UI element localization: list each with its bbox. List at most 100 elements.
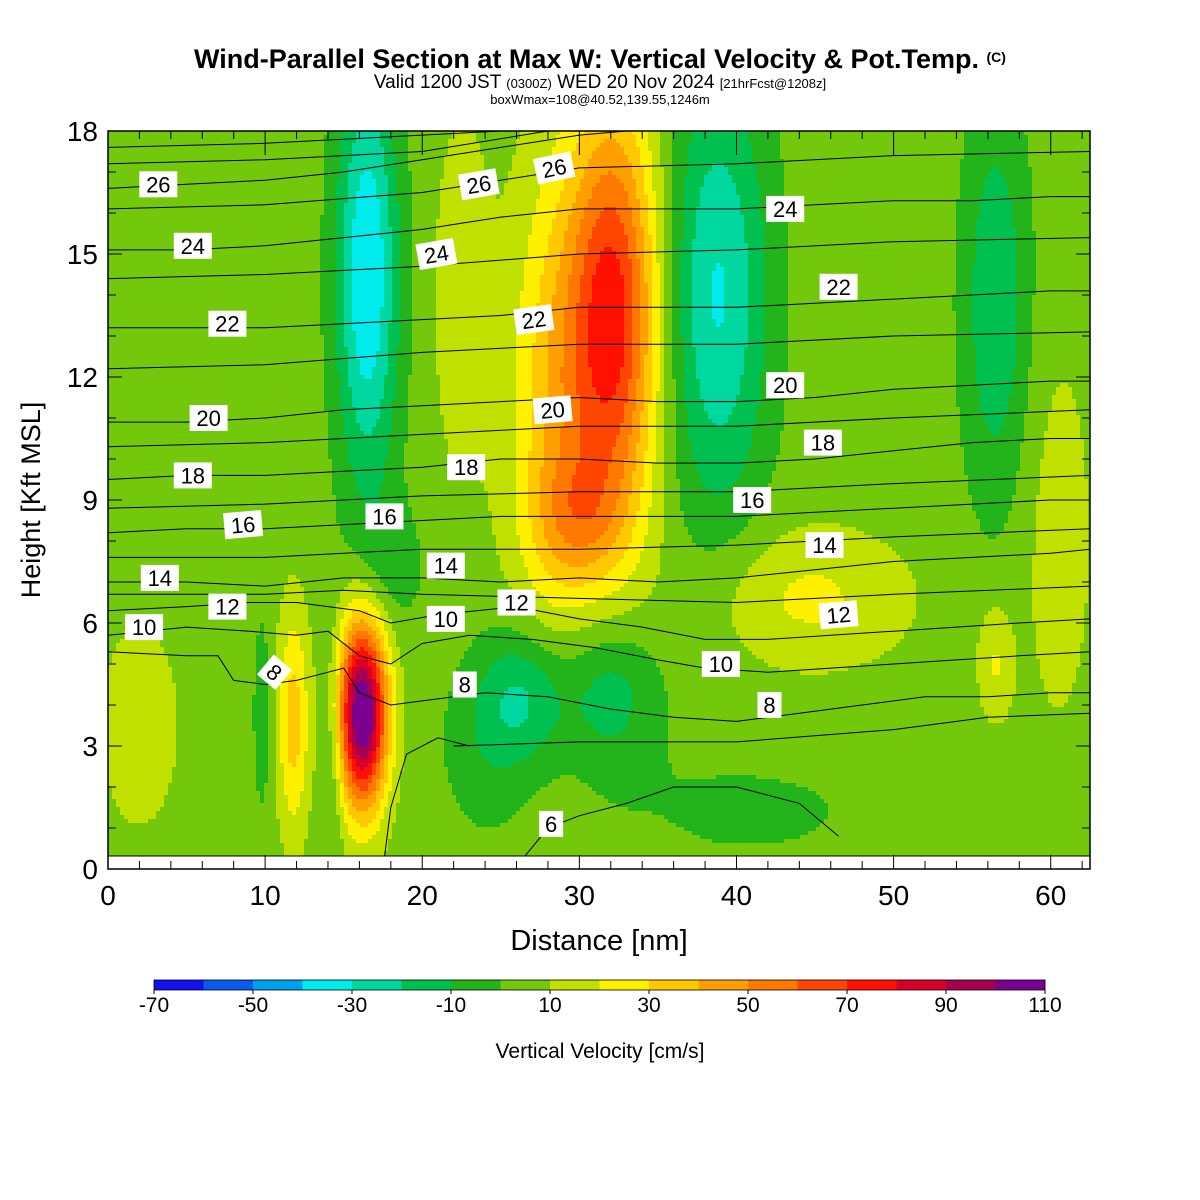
velocity-cell	[156, 147, 161, 152]
velocity-cell	[1076, 175, 1081, 180]
velocity-cell	[428, 203, 433, 208]
velocity-cell	[752, 139, 757, 144]
velocity-cell	[844, 135, 849, 140]
velocity-cell	[252, 171, 257, 176]
velocity-cell	[584, 203, 589, 208]
velocity-cell	[132, 175, 137, 180]
velocity-cell	[160, 155, 165, 160]
velocity-cell	[988, 191, 993, 196]
velocity-cell	[308, 207, 313, 212]
velocity-cell	[1076, 155, 1081, 160]
velocity-cell	[368, 159, 373, 164]
velocity-cell	[500, 195, 505, 200]
velocity-cell	[112, 179, 117, 184]
velocity-cell	[436, 171, 441, 176]
velocity-cell	[1064, 143, 1069, 148]
velocity-cell	[452, 143, 457, 148]
velocity-cell	[820, 191, 825, 196]
velocity-cell	[668, 203, 673, 208]
velocity-cell	[564, 187, 569, 192]
velocity-cell	[1032, 175, 1037, 180]
velocity-cell	[708, 187, 713, 192]
velocity-cell	[720, 203, 725, 208]
velocity-cell	[580, 163, 585, 168]
velocity-cell	[528, 147, 533, 152]
velocity-cell	[968, 195, 973, 200]
velocity-cell	[964, 171, 969, 176]
velocity-cell	[760, 183, 765, 188]
velocity-cell	[920, 167, 925, 172]
velocity-cell	[364, 155, 369, 160]
velocity-cell	[608, 203, 613, 208]
velocity-cell	[120, 171, 125, 176]
velocity-cell	[448, 155, 453, 160]
velocity-cell	[988, 135, 993, 140]
velocity-cell	[964, 187, 969, 192]
velocity-cell	[744, 143, 749, 148]
velocity-cell	[700, 135, 705, 140]
velocity-cell	[116, 179, 121, 184]
velocity-cell	[892, 183, 897, 188]
velocity-cell	[580, 159, 585, 164]
velocity-cell	[316, 211, 321, 216]
velocity-cell	[736, 191, 741, 196]
velocity-cell	[476, 199, 481, 204]
velocity-cell	[204, 139, 209, 144]
velocity-cell	[788, 139, 793, 144]
velocity-cell	[580, 131, 585, 136]
velocity-cell	[316, 179, 321, 184]
velocity-cell	[632, 151, 637, 156]
velocity-cell	[152, 155, 157, 160]
velocity-cell	[132, 167, 137, 172]
velocity-cell	[980, 191, 985, 196]
velocity-cell	[1008, 167, 1013, 172]
velocity-cell	[324, 139, 329, 144]
velocity-cell	[296, 143, 301, 148]
velocity-cell	[1040, 167, 1045, 172]
velocity-cell	[672, 183, 677, 188]
velocity-cell	[128, 171, 133, 176]
velocity-cell	[884, 207, 889, 212]
velocity-cell	[504, 163, 509, 168]
velocity-cell	[624, 139, 629, 144]
velocity-cell	[936, 155, 941, 160]
velocity-cell	[988, 175, 993, 180]
velocity-cell	[884, 131, 889, 136]
velocity-cell	[296, 171, 301, 176]
velocity-cell	[372, 167, 377, 172]
velocity-cell	[428, 199, 433, 204]
velocity-cell	[936, 175, 941, 180]
velocity-cell	[388, 131, 393, 136]
velocity-cell	[680, 139, 685, 144]
velocity-cell	[748, 179, 753, 184]
velocity-cell	[828, 199, 833, 204]
velocity-cell	[944, 135, 949, 140]
velocity-cell	[960, 183, 965, 188]
velocity-cell	[132, 179, 137, 184]
velocity-cell	[1040, 191, 1045, 196]
velocity-cell	[312, 151, 317, 156]
velocity-cell	[116, 131, 121, 136]
velocity-cell	[512, 139, 517, 144]
velocity-cell	[132, 203, 137, 208]
velocity-cell	[952, 171, 957, 176]
velocity-cell	[816, 203, 821, 208]
velocity-cell	[1068, 143, 1073, 148]
velocity-cell	[816, 199, 821, 204]
velocity-cell	[488, 203, 493, 208]
velocity-cell	[172, 207, 177, 212]
velocity-cell	[196, 183, 201, 188]
velocity-cell	[880, 163, 885, 168]
velocity-cell	[712, 135, 717, 140]
velocity-cell	[160, 143, 165, 148]
velocity-cell	[284, 179, 289, 184]
velocity-cell	[336, 155, 341, 160]
velocity-cell	[316, 171, 321, 176]
velocity-cell	[512, 131, 517, 136]
velocity-cell	[796, 167, 801, 172]
velocity-cell	[700, 151, 705, 156]
velocity-cell	[1064, 207, 1069, 212]
velocity-cell	[872, 139, 877, 144]
velocity-cell	[444, 187, 449, 192]
velocity-cell	[440, 139, 445, 144]
